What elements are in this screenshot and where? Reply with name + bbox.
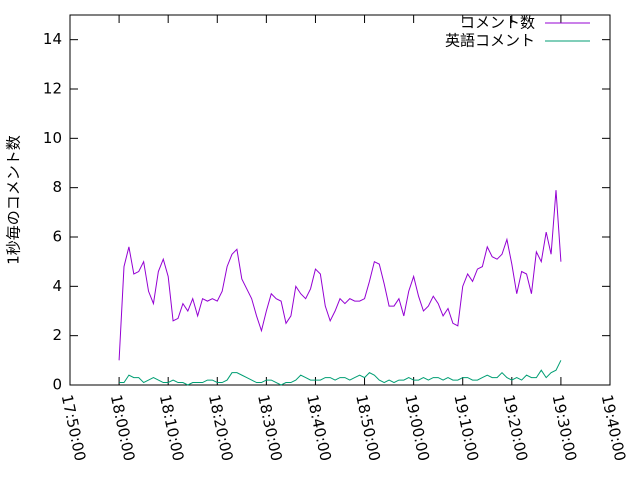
x-tick-label: 18:30:00 [254,393,286,463]
y-tick-label: 0 [52,376,62,394]
plot-frame [69,14,611,386]
y-tick-label: 8 [52,178,62,196]
x-tick-label: 19:40:00 [598,393,630,463]
x-tick-label: 18:40:00 [303,393,335,463]
x-tick-label: 19:00:00 [401,393,433,463]
y-axis-label: 1秒毎のコメント数 [5,135,23,265]
legend-label: コメント数 [460,14,535,32]
y-tick-label: 2 [52,326,62,344]
x-tick-label: 18:00:00 [107,393,139,463]
x-tick-label: 17:50:00 [58,393,90,463]
y-tick-label: 6 [52,228,62,246]
x-tick-label: 18:20:00 [205,393,237,463]
x-tick-label: 19:30:00 [549,393,581,463]
y-tick-label: 14 [43,30,62,48]
x-tick-label: 18:10:00 [156,393,188,463]
x-tick-label: 18:50:00 [352,393,384,463]
y-tick-label: 12 [43,80,62,98]
x-tick-label: 19:10:00 [450,393,482,463]
series-line [119,360,562,386]
y-tick-label: 4 [52,277,62,295]
x-tick-label: 19:20:00 [500,393,532,463]
y-tick-label: 10 [43,129,62,147]
legend-label: 英語コメント [445,32,535,50]
series-line [118,190,562,361]
